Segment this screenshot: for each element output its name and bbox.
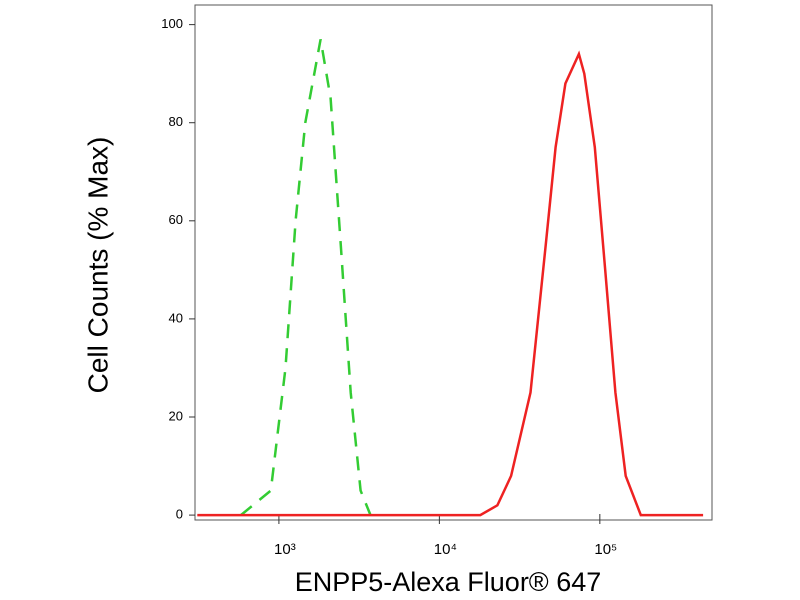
plot-frame: [194, 4, 713, 521]
y-tick-label: 40: [169, 310, 183, 325]
series-line: [197, 50, 704, 517]
x-tick-label: 10⁴: [434, 541, 457, 558]
series-line: [240, 39, 372, 517]
x-axis-label: ENPP5-Alexa Fluor® 647: [295, 567, 602, 597]
x-tick-label: 10⁵: [594, 541, 617, 558]
y-tick-label: 60: [169, 212, 183, 227]
y-tick-label: 80: [169, 114, 183, 129]
y-tick-label: 100: [161, 16, 183, 31]
x-tick-label: 10³: [274, 541, 296, 558]
y-tick-label: 20: [169, 408, 183, 423]
y-axis-label: Cell Counts (% Max): [82, 137, 113, 394]
y-tick-label: 0: [176, 507, 183, 522]
